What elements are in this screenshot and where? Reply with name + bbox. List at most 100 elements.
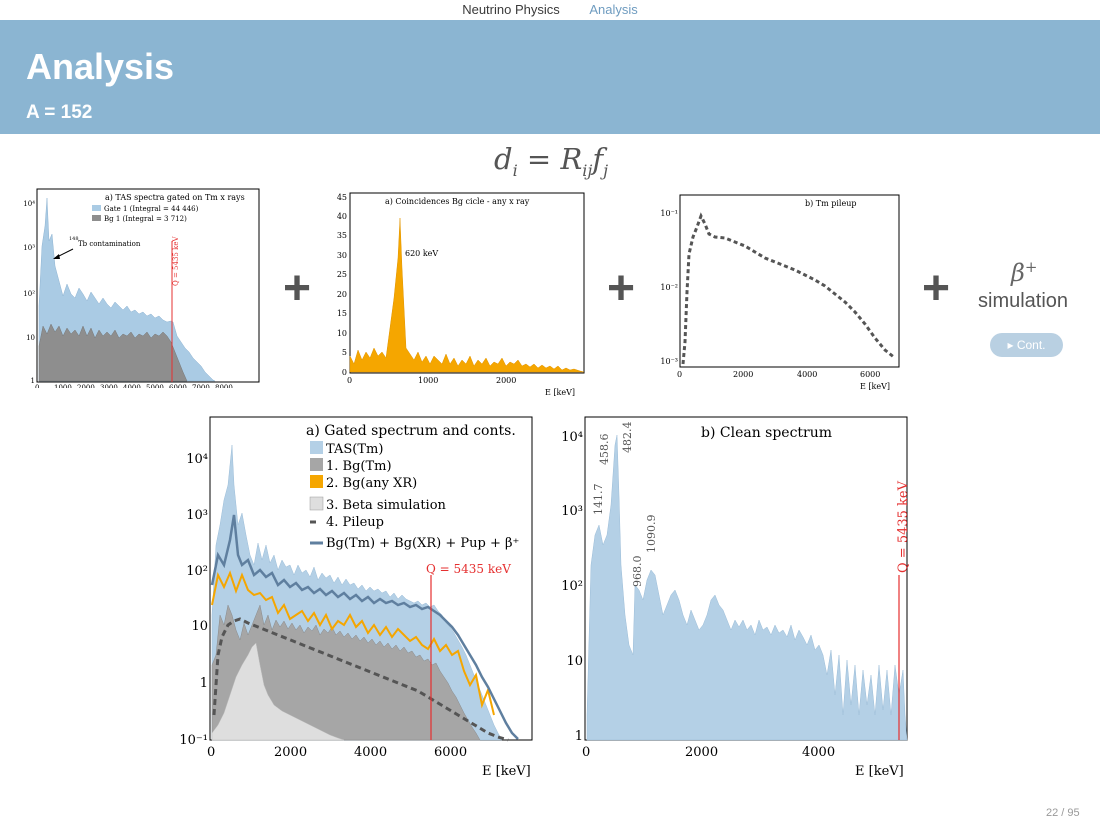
clean-peak-3: 968.0: [631, 556, 644, 588]
pileup-y-ticks: 10⁻³ 10⁻² 10⁻¹: [660, 209, 678, 366]
page-number: 22 / 95: [1046, 807, 1080, 819]
chart-gated-spectrum: Q = 5435 keV a) Gated spectrum and conts…: [178, 415, 538, 785]
formula-d: d: [494, 142, 513, 176]
tas-legend-swatch-bg: [92, 215, 101, 221]
coinc-ytick-1: 5: [342, 348, 347, 357]
formula-d-index: i: [512, 160, 518, 180]
gated-title: a) Gated spectrum and conts.: [306, 423, 516, 439]
gated-ytick-5: 10⁴: [186, 452, 208, 467]
top-navigation: Neutrino Physics Analysis: [0, 0, 1100, 20]
pileup-ytick-1: 10⁻²: [660, 283, 678, 292]
tas-legend-gate: Gate 1 (Integral = 44 446): [104, 205, 199, 213]
coinc-peak-label: 620 keV: [405, 249, 438, 258]
clean-ytick-0: 1: [575, 729, 583, 744]
pileup-xtick-2: 4000: [797, 370, 817, 379]
clean-xtick-1: 2000: [685, 745, 718, 760]
coinc-ytick-0: 0: [342, 368, 347, 377]
clean-peak-labels: 141.7 458.6 482.4 968.0 1090.9: [592, 422, 658, 588]
clean-peak-0: 141.7: [592, 484, 605, 516]
coinc-title: a) Coincidences Bg cicle - any x ray: [385, 197, 530, 206]
chart-clean-svg: Q = 5435 keV b) Clean spectrum 141.7 458…: [561, 416, 911, 779]
clean-ytick-4: 10⁴: [561, 430, 583, 445]
tas-tb-mass: 148: [69, 236, 79, 242]
tas-xtick-7: 7000: [192, 384, 210, 388]
tas-ytick-4: 10⁴: [23, 200, 35, 208]
tas-xtick-1: 1000: [54, 384, 72, 388]
chart-coincidences: a) Coincidences Bg cicle - any x ray 620…: [330, 188, 586, 400]
pileup-ytick-2: 10⁻¹: [660, 209, 678, 218]
gated-legend-swatch-0: [310, 441, 323, 454]
formula-f-index: j: [603, 160, 609, 180]
gated-legend-5: Bg(Tm) + Bg(XR) + Pup + β⁺: [326, 536, 519, 551]
tas-legend-swatch-gate: [92, 205, 101, 211]
tas-y-ticks: 1 10 10² 10³ 10⁴: [23, 200, 35, 385]
coinc-ytick-7: 35: [337, 231, 347, 240]
slide-title: Analysis: [26, 46, 175, 87]
gated-legend-swatch-1: [310, 458, 323, 471]
clean-title: b) Clean spectrum: [701, 425, 832, 441]
tas-xtick-3: 3000: [100, 384, 118, 388]
coinc-y-ticks: 0 5 10 15 20 25 30 35 40 45: [337, 193, 347, 377]
tas-ytick-3: 10³: [23, 244, 35, 252]
gated-xtick-2: 4000: [354, 745, 387, 760]
play-icon: ▸: [1007, 338, 1017, 352]
gated-bg-tm-area: [211, 604, 481, 741]
title-bar: Analysis A = 152: [0, 20, 1100, 134]
cont-label: Cont.: [1016, 338, 1046, 352]
clean-ytick-2: 10²: [561, 579, 583, 594]
clean-y-ticks: 1 10 10² 10³ 10⁴: [561, 430, 583, 744]
gated-xlabel: E [keV]: [482, 764, 531, 779]
tas-ytick-0: 1: [31, 377, 35, 385]
gated-ytick-4: 10³: [186, 508, 208, 523]
gated-x-ticks: 0 2000 4000 6000: [207, 745, 467, 760]
pileup-xtick-1: 2000: [733, 370, 753, 379]
chart-pileup-svg: b) Tm pileup E [keV] 0 2000 4000 6000 10…: [660, 194, 900, 391]
clean-q-label: Q = 5435 keV: [896, 480, 911, 573]
tas-xtick-8: 8000: [215, 384, 233, 388]
coinc-xtick-2: 2000: [496, 376, 516, 385]
gated-pileup-curve: [212, 617, 509, 742]
cont-button[interactable]: ▸ Cont.: [990, 333, 1063, 357]
formula-r-index: ij: [582, 160, 593, 180]
clean-peak-2: 482.4: [621, 422, 634, 454]
coinc-ytick-6: 30: [337, 251, 347, 260]
chart-gated-svg: Q = 5435 keV a) Gated spectrum and conts…: [179, 416, 533, 779]
tas-ytick-2: 10²: [23, 290, 35, 298]
tas-legend-bg: Bg 1 (Integral = 3 712): [104, 215, 187, 223]
pileup-x-ticks: 0 2000 4000 6000: [677, 370, 880, 379]
tas-xtick-5: 5000: [146, 384, 164, 388]
tas-xtick-2: 2000: [77, 384, 95, 388]
gated-legend-3: 3. Beta simulation: [326, 498, 447, 513]
gated-ytick-1: 1: [200, 676, 208, 691]
gated-ytick-0: 10⁻¹: [179, 733, 208, 748]
clean-peak-1: 458.6: [598, 434, 611, 466]
gated-y-ticks: 10⁻¹ 1 10 10² 10³ 10⁴: [179, 452, 208, 748]
chart-coincidences-svg: a) Coincidences Bg cicle - any x ray 620…: [337, 192, 585, 397]
simulation-label: simulation: [978, 290, 1069, 312]
pileup-curve: [681, 212, 896, 365]
tas-x-ticks: 0 1000 2000 3000 4000 5000 6000 7000 800…: [35, 384, 233, 392]
nav-subsection-link[interactable]: Analysis: [589, 2, 638, 17]
coinc-ytick-8: 40: [337, 212, 347, 221]
coinc-ytick-5: 25: [337, 270, 347, 279]
clean-ytick-3: 10³: [561, 504, 583, 519]
clean-peak-4: 1090.9: [645, 515, 658, 554]
chart-tas-svg: Q = 5435 keV a) TAS spectra gated on Tm …: [23, 188, 260, 392]
gated-legend-1: 1. Bg(Tm): [326, 459, 392, 474]
formula-equals: =: [517, 142, 561, 176]
plus-sign-2: +: [607, 262, 636, 315]
beta-sup: +: [1024, 258, 1038, 276]
gated-legend-2: 2. Bg(any XR): [326, 476, 417, 491]
coinc-x-ticks: 0 1000 2000: [347, 376, 516, 385]
chart-clean-spectrum: Q = 5435 keV b) Clean spectrum 141.7 458…: [555, 415, 915, 785]
tas-xtick-4: 4000: [123, 384, 141, 388]
tas-ytick-1: 10: [26, 334, 35, 342]
nav-section-link[interactable]: Neutrino Physics: [462, 2, 560, 17]
tas-xtick-0: 0: [35, 384, 39, 388]
tas-title: a) TAS spectra gated on Tm x rays: [105, 193, 245, 202]
plus-sign-1: +: [283, 262, 312, 315]
pileup-title: b) Tm pileup: [805, 199, 857, 208]
coinc-xtick-0: 0: [347, 376, 352, 385]
clean-xtick-0: 0: [582, 745, 590, 760]
tas-tb-arrowhead: [53, 254, 60, 259]
